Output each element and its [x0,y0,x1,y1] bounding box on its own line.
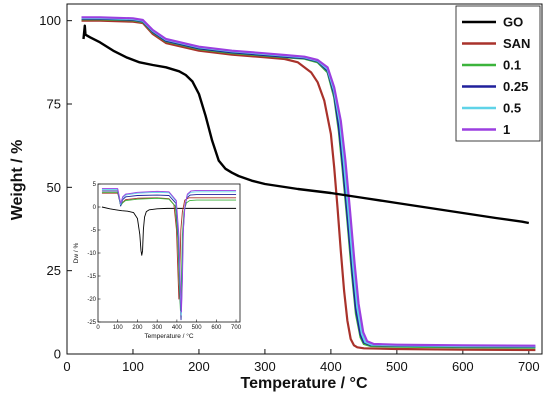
inset-y-tick-label: 0 [93,205,97,211]
x-tick-label: 600 [452,359,474,374]
inset-x-tick-label: 300 [152,325,163,331]
x-tick-label: 200 [188,359,210,374]
series-line-1 [81,16,536,347]
legend-label-GO: GO [503,15,523,30]
legend-label-0-25: 0.25 [503,79,528,94]
x-tick-label: 500 [386,359,408,374]
legend-label-1: 1 [503,122,510,137]
series-line-GO [82,24,530,225]
x-tick-label: 300 [254,359,276,374]
x-tick-label: 100 [122,359,144,374]
inset-y-tick-label: -15 [87,274,96,280]
inset-x-tick-label: 700 [231,325,242,331]
y-tick-label: 25 [47,263,61,278]
x-tick-label: 0 [63,359,70,374]
x-axis-title: Temperature / °C [240,375,367,392]
y-axis-title: Weight / % [9,140,26,221]
inset-series-line [101,206,237,256]
inset-x-tick-label: 500 [192,325,203,331]
inset-chart: 0 100 200 300 400 500 600 700 5 0 -5 -10 -15 -20 -25 T… [73,182,242,340]
inset-series-line [101,188,237,313]
inset-y-tick-label: 5 [93,182,97,188]
inset-series-group [101,188,237,321]
legend-label-0-1: 0.1 [503,58,521,73]
inset-x-tick-label: 100 [113,325,124,331]
inset-x-tick-label: 0 [96,325,100,331]
legend-frame [455,5,541,142]
inset-y-tick-label: -10 [87,251,96,257]
inset-x-axis-title: Temperature / °C [144,332,194,340]
y-tick-label: 50 [47,180,61,195]
inset-y-tick-label: -20 [87,297,96,303]
series-line-SAN [81,19,536,352]
inset-x-tick-label: 200 [132,325,143,331]
legend-label-0-5: 0.5 [503,101,521,116]
legend: GO SAN 0.1 0.25 0.5 1 [455,5,541,142]
inset-frame [97,183,241,323]
inset-axis-ticks: 0 100 200 300 400 500 600 700 5 0 -5 -10 -15 -20 -25 [87,182,241,331]
inset-x-tick-label: 400 [172,325,183,331]
y-tick-label: 75 [47,97,61,112]
inset-y-tick-label: -25 [87,320,96,326]
legend-label-SAN: SAN [503,36,530,51]
inset-y-tick-label: -5 [91,228,97,234]
y-tick-label: 0 [54,347,61,362]
inset-x-tick-label: 600 [211,325,222,331]
inset-y-axis-title: Dw / % [73,242,80,263]
main-series-group [81,16,536,352]
x-tick-label: 400 [320,359,342,374]
y-tick-label: 100 [39,13,61,28]
x-tick-label: 700 [518,359,540,374]
